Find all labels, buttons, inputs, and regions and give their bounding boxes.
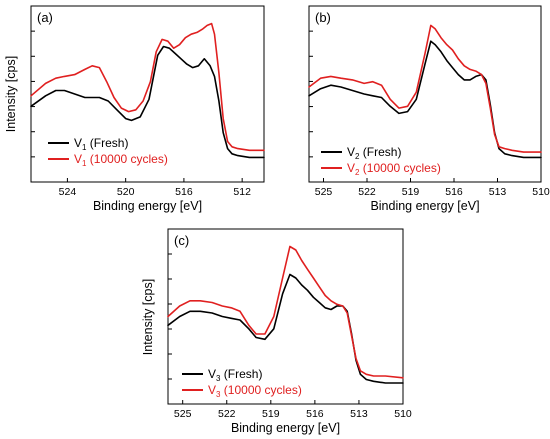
x-tick-label: 522 [218, 408, 236, 420]
legend-label-fresh: V1 (Fresh) [74, 136, 128, 152]
plot-frame [167, 228, 404, 405]
legend: V3 (Fresh)V3 (10000 cycles) [182, 367, 302, 399]
x-tick-label: 525 [315, 186, 333, 198]
legend-label-cycled: V1 (10000 cycles) [74, 152, 168, 168]
chart-panel-2: 525 522 519 516 513 510 (b) Binding energy [eV]… [308, 5, 550, 213]
x-axis-label: Binding energy [eV] [93, 199, 202, 213]
legend: V1 (Fresh)V1 (10000 cycles) [48, 136, 168, 168]
series-cycled-line [167, 245, 404, 379]
x-tick-label: 513 [489, 186, 507, 198]
series-cycled-line [308, 24, 542, 153]
panel-label: (c) [174, 233, 189, 248]
x-tick-label: 516 [175, 186, 193, 198]
legend: V2 (Fresh)V2 (10000 cycles) [321, 145, 441, 177]
panel-label: (b) [315, 10, 331, 25]
plot-frame [308, 5, 542, 183]
x-tick-label: 510 [532, 186, 550, 198]
x-tick-label: 522 [358, 186, 376, 198]
legend-label-cycled: V2 (10000 cycles) [347, 161, 441, 177]
x-tick-label: 524 [59, 186, 77, 198]
legend-label-fresh: V2 (Fresh) [347, 145, 401, 161]
series-cycled-line [30, 22, 265, 152]
x-tick-label: 516 [306, 408, 324, 420]
series-fresh-line [30, 45, 265, 159]
x-tick-label: 510 [394, 408, 412, 420]
chart-panel-1: 524 520 516 512 (a) Binding energy [eV] Intens… [4, 5, 265, 213]
panel-label: (a) [37, 10, 53, 25]
x-axis-label: Binding energy [eV] [231, 421, 340, 435]
x-tick-label: 520 [117, 186, 135, 198]
x-tick-label: 519 [402, 186, 420, 198]
chart-panel-3: 525 522 519 516 513 510 (c) Binding energy [eV]… [141, 228, 412, 435]
legend-label-fresh: V3 (Fresh) [208, 367, 262, 383]
x-tick-label: 513 [350, 408, 368, 420]
plot-frame [30, 5, 265, 183]
x-tick-label: 512 [233, 186, 251, 198]
y-axis-label: Intensity [cps] [141, 279, 155, 355]
x-tick-label: 519 [262, 408, 280, 420]
x-tick-label: 525 [174, 408, 192, 420]
legend-label-cycled: V3 (10000 cycles) [208, 383, 302, 399]
x-axis-label: Binding energy [eV] [370, 199, 479, 213]
y-axis-label: Intensity [cps] [4, 56, 18, 132]
x-tick-label: 516 [445, 186, 463, 198]
series-fresh-line [308, 40, 542, 159]
series-fresh-line [167, 273, 404, 384]
